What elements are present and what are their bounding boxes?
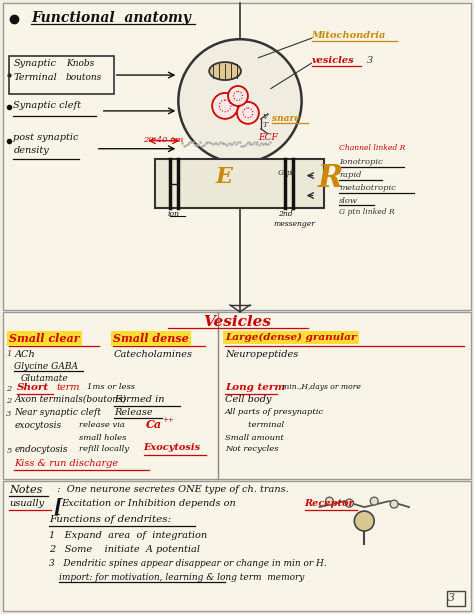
Text: Exocytosis: Exocytosis	[144, 443, 201, 453]
Text: import: for motivation, learning & long term  memory: import: for motivation, learning & long …	[59, 573, 304, 582]
Text: Small dense: Small dense	[113, 333, 189, 344]
Circle shape	[326, 497, 333, 505]
Text: 5: 5	[6, 448, 12, 456]
Text: ACh: ACh	[14, 350, 35, 359]
Text: post synaptic: post synaptic	[13, 133, 79, 142]
Text: 3   Dendritic spines appear disappear or change in min or H.: 3 Dendritic spines appear disappear or c…	[49, 559, 327, 568]
Text: Mitochondria: Mitochondria	[311, 31, 386, 41]
Text: 2nd: 2nd	[278, 211, 292, 219]
Text: Large(dense) granular: Large(dense) granular	[225, 333, 356, 342]
Text: Glutamate: Glutamate	[21, 374, 69, 383]
Text: Small clear: Small clear	[9, 333, 80, 344]
Text: Knobs: Knobs	[66, 59, 94, 68]
Text: Vesicles: Vesicles	[203, 315, 271, 329]
Text: All parts of presynaptic: All parts of presynaptic	[225, 408, 324, 416]
Circle shape	[212, 93, 238, 119]
Text: Formed in: Formed in	[114, 395, 164, 403]
Text: T: T	[263, 121, 268, 129]
Text: terminal: terminal	[235, 421, 284, 429]
Circle shape	[390, 500, 398, 508]
Text: Notes: Notes	[9, 485, 43, 495]
Text: rapid: rapid	[339, 171, 362, 179]
Text: exocytosis: exocytosis	[14, 421, 62, 430]
Text: ion: ion	[167, 211, 180, 219]
Text: Synaptic: Synaptic	[13, 59, 56, 68]
Ellipse shape	[209, 62, 241, 80]
Text: Functional  anatomy: Functional anatomy	[31, 11, 191, 25]
Text: pb: pb	[287, 169, 296, 177]
Text: Small amount: Small amount	[225, 435, 284, 443]
Text: min.,H,days or more: min.,H,days or more	[282, 383, 361, 391]
Text: Cell body: Cell body	[225, 395, 272, 403]
Text: 2: 2	[6, 397, 12, 405]
Text: boutons: boutons	[66, 73, 102, 82]
Bar	[155, 158, 325, 208]
Text: ECF: ECF	[258, 133, 278, 142]
Circle shape	[178, 39, 301, 163]
Text: Catecholamines: Catecholamines	[114, 350, 193, 359]
Text: metabotropic: metabotropic	[339, 184, 396, 192]
Text: Excitation or Inhibition depends on: Excitation or Inhibition depends on	[61, 499, 236, 508]
Text: Channel linked R: Channel linked R	[339, 144, 406, 152]
Text: G: G	[278, 169, 284, 177]
Circle shape	[228, 86, 248, 106]
Text: Ionotropic: Ionotropic	[339, 158, 383, 166]
Bar	[447, 591, 465, 605]
Circle shape	[354, 511, 374, 531]
Circle shape	[346, 499, 353, 507]
Text: Near synaptic cleft: Near synaptic cleft	[14, 408, 101, 416]
Bar	[3, 481, 471, 610]
Bar	[9, 56, 114, 94]
Text: slow: slow	[339, 196, 358, 204]
Circle shape	[237, 102, 259, 124]
Text: Ca: Ca	[146, 419, 162, 430]
Text: 3: 3	[448, 593, 455, 603]
Circle shape	[370, 497, 378, 505]
Text: usually: usually	[9, 499, 45, 508]
Text: 3: 3	[367, 56, 374, 65]
Text: 20-40 nm: 20-40 nm	[143, 136, 183, 144]
Text: Terminal: Terminal	[13, 73, 57, 82]
Text: release via: release via	[79, 421, 125, 429]
Text: snare: snare	[272, 114, 300, 123]
Text: Axon terminals(boutons): Axon terminals(boutons)	[14, 395, 127, 403]
Text: density: density	[13, 146, 49, 155]
Text: 1ms or less: 1ms or less	[87, 383, 135, 391]
Text: small holes: small holes	[79, 435, 126, 443]
Text: 1   Expand  area  of  integration: 1 Expand area of integration	[49, 531, 207, 540]
Text: Not recycles: Not recycles	[225, 445, 279, 453]
Text: 3: 3	[6, 410, 12, 418]
Text: Long term: Long term	[225, 383, 285, 392]
Text: ++: ++	[163, 416, 174, 424]
Text: Functions of dendrites:: Functions of dendrites:	[49, 515, 171, 524]
Bar	[3, 312, 471, 479]
Text: Receptor: Receptor	[305, 499, 354, 508]
Text: V: V	[263, 113, 268, 121]
Text: E: E	[215, 166, 232, 188]
Text: 2   Some    initiate  A potential: 2 Some initiate A potential	[49, 545, 200, 554]
Text: endocytosis: endocytosis	[14, 445, 68, 454]
Text: Glycine GABA: Glycine GABA	[14, 362, 78, 371]
Bar	[3, 4, 471, 310]
Text: Short: Short	[17, 383, 49, 392]
Text: [: [	[53, 498, 62, 516]
Text: messenger: messenger	[274, 220, 316, 228]
Text: refill locally: refill locally	[79, 445, 129, 453]
Text: :  One neurone secretes ONE type of ch. trans.: : One neurone secretes ONE type of ch. t…	[51, 485, 289, 494]
Text: term: term	[56, 383, 80, 392]
Text: 1: 1	[6, 350, 12, 358]
Text: Neuropeptides: Neuropeptides	[225, 350, 298, 359]
Text: Kiss & run discharge: Kiss & run discharge	[14, 459, 118, 468]
Text: vesicles: vesicles	[311, 56, 354, 65]
Text: G ptn linked R: G ptn linked R	[339, 208, 395, 217]
Text: Release: Release	[114, 408, 152, 416]
Text: Synaptic cleft: Synaptic cleft	[13, 101, 82, 110]
Text: R: R	[318, 163, 343, 193]
Text: 2: 2	[6, 384, 12, 392]
